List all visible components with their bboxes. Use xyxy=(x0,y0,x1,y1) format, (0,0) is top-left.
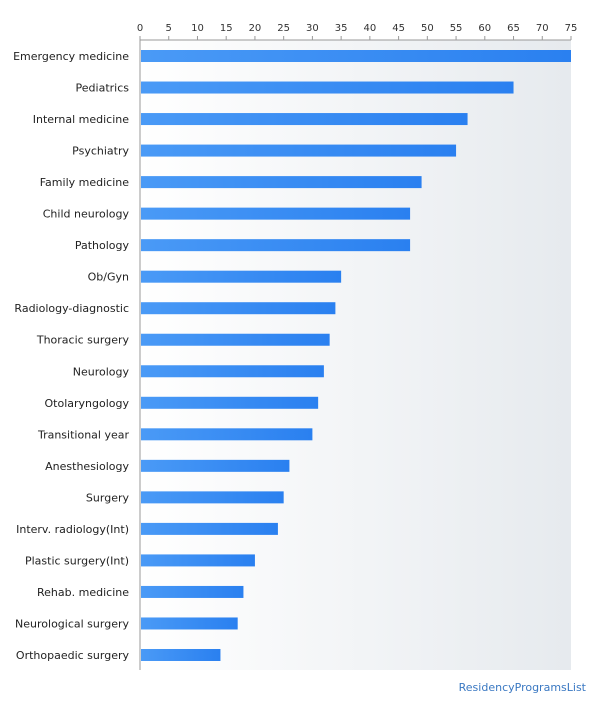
category-labels: Emergency medicine Pediatrics Internal med… xyxy=(13,50,129,662)
x-tick-label: 40 xyxy=(363,23,376,34)
x-tick-label: 15 xyxy=(220,23,233,34)
bar xyxy=(141,396,319,409)
x-tick-label: 65 xyxy=(507,23,520,34)
bar xyxy=(141,207,411,220)
x-tick-label: 30 xyxy=(306,23,319,34)
category-label: Child neurology xyxy=(43,208,130,221)
x-tick-label: 75 xyxy=(565,23,578,34)
bar xyxy=(141,585,244,598)
x-tick-label: 10 xyxy=(191,23,204,34)
x-tick-label: 70 xyxy=(536,23,549,34)
x-tick-label: 0 xyxy=(137,23,143,34)
category-label: Otolaryngology xyxy=(45,397,130,410)
category-label: Surgery xyxy=(86,491,130,504)
category-label: Anesthesiology xyxy=(45,460,129,473)
x-tick-label: 25 xyxy=(277,23,290,34)
category-label: Neurology xyxy=(73,365,130,378)
category-label: Pediatrics xyxy=(76,82,130,95)
bars xyxy=(141,50,571,661)
bar xyxy=(141,649,221,661)
x-tick-label: 55 xyxy=(450,23,463,34)
bar xyxy=(141,113,468,126)
category-label: Transitional year xyxy=(37,428,130,441)
bar xyxy=(141,428,313,441)
category-label: Ob/Gyn xyxy=(88,271,129,284)
bar xyxy=(141,144,457,157)
x-tick-label: 5 xyxy=(166,23,172,34)
x-tick-label: 20 xyxy=(249,23,262,34)
x-tick-label: 35 xyxy=(335,23,348,34)
watermark-text: ResidencyProgramsList xyxy=(458,681,586,694)
category-label: Plastic surgery(Int) xyxy=(25,554,129,567)
bar xyxy=(141,617,238,630)
category-label: Orthopaedic surgery xyxy=(16,649,130,662)
bar xyxy=(141,239,411,252)
category-label: Rehab. medicine xyxy=(37,586,129,599)
category-label: Radiology-diagnostic xyxy=(14,302,129,315)
category-label: Emergency medicine xyxy=(13,50,129,63)
category-label: Pathology xyxy=(75,239,130,252)
bar xyxy=(141,459,290,472)
category-label: Neurological surgery xyxy=(15,617,129,630)
bar xyxy=(141,522,278,535)
category-label: Psychiatry xyxy=(72,145,129,158)
bar xyxy=(141,81,514,94)
bar xyxy=(141,491,284,504)
x-tick-label: 45 xyxy=(392,23,405,34)
bar xyxy=(141,176,422,189)
bar xyxy=(141,554,255,567)
x-tick-label: 60 xyxy=(478,23,491,34)
bar xyxy=(141,365,324,378)
bar xyxy=(141,50,571,62)
category-label: Family medicine xyxy=(40,176,129,189)
category-label: Interv. radiology(Int) xyxy=(16,523,129,536)
plot-background xyxy=(140,40,571,670)
bar xyxy=(141,333,330,346)
bar xyxy=(141,302,336,315)
category-label: Thoracic surgery xyxy=(36,334,130,347)
x-tick-label: 50 xyxy=(421,23,434,34)
bar xyxy=(141,270,342,283)
category-label: Internal medicine xyxy=(33,113,129,126)
x-axis-ticks: 0 5 10 15 20 25 30 35 40 45 50 55 60 65 70 75 xyxy=(137,23,578,40)
